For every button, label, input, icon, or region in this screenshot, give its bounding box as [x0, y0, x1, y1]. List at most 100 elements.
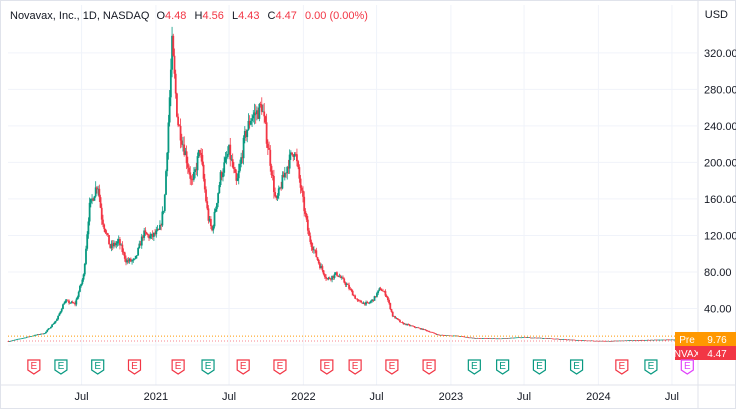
candle-body — [493, 338, 496, 339]
close-key: C — [267, 10, 276, 22]
y-tick-label[interactable]: 80.00 — [704, 267, 732, 279]
candle-body — [297, 161, 300, 168]
candle-body — [433, 332, 435, 334]
earnings-event-label[interactable]: E — [684, 361, 691, 372]
x-tick-label[interactable]: 2021 — [144, 391, 168, 403]
candle-body — [234, 169, 237, 173]
earnings-event-badge[interactable] — [127, 359, 142, 375]
candle-body — [178, 125, 181, 126]
candle-body — [319, 263, 321, 269]
candle-body — [431, 332, 434, 333]
earnings-event-badge[interactable] — [91, 359, 105, 375]
candle-body — [525, 337, 527, 338]
pre-market-value-label[interactable]: 9.76 — [707, 335, 727, 346]
candle-body — [640, 340, 643, 341]
earnings-event-badge[interactable] — [644, 359, 658, 375]
earnings-event-label[interactable]: E — [277, 361, 284, 372]
candle-body — [629, 340, 632, 341]
candle-body — [266, 143, 269, 148]
earnings-event-label[interactable]: E — [131, 361, 138, 372]
candle-body — [574, 339, 577, 341]
candle-body — [29, 336, 32, 337]
earnings-event-label[interactable]: E — [352, 361, 359, 372]
y-tick-label[interactable]: 280.00 — [704, 84, 736, 96]
earnings-event-label[interactable]: E — [175, 361, 182, 372]
earnings-event-badge[interactable] — [273, 359, 287, 375]
candle-body — [652, 340, 655, 341]
currency-label[interactable]: USD — [704, 9, 728, 21]
earnings-event-label[interactable]: E — [426, 361, 433, 372]
x-tick-label[interactable]: Jul — [517, 391, 531, 403]
earnings-event-badge[interactable] — [236, 359, 250, 375]
earnings-event-label[interactable]: E — [94, 361, 101, 372]
candle-body — [138, 243, 141, 248]
earnings-event-badge[interactable] — [467, 359, 481, 375]
high-value: 4.56 — [202, 10, 224, 22]
candle-body — [222, 172, 224, 178]
y-tick-label[interactable]: 200.00 — [704, 157, 736, 169]
earnings-event-badge[interactable] — [385, 359, 399, 375]
earnings-event-label[interactable]: E — [389, 361, 396, 372]
earnings-event-badge[interactable] — [532, 359, 546, 375]
earnings-event-label[interactable]: E — [58, 361, 65, 372]
y-tick-label[interactable]: 320.00 — [704, 48, 736, 60]
candle-body — [85, 248, 87, 264]
earnings-event-badge[interactable] — [680, 359, 694, 375]
y-tick-label[interactable]: 40.00 — [704, 304, 732, 316]
earnings-event-badge[interactable] — [422, 359, 436, 375]
x-tick-label[interactable]: 2022 — [291, 391, 315, 403]
x-tick-label[interactable]: 2023 — [439, 391, 463, 403]
candle-body — [182, 144, 184, 146]
earnings-event-label[interactable]: E — [240, 361, 247, 372]
earnings-event-label[interactable]: E — [536, 361, 543, 372]
earnings-event-label[interactable]: E — [31, 361, 38, 372]
earnings-event-badge[interactable] — [27, 359, 41, 375]
candle-body — [230, 159, 233, 160]
x-tick-label[interactable]: 2024 — [586, 391, 610, 403]
candle-body — [353, 295, 355, 297]
candle-body — [39, 334, 41, 335]
earnings-event-label[interactable]: E — [471, 361, 478, 372]
nvax-value-box[interactable] — [698, 346, 736, 360]
candle-body — [111, 243, 114, 247]
earnings-event-label[interactable]: E — [573, 361, 580, 372]
symbol-title[interactable]: Novavax, Inc., 1D, NASDAQ — [10, 10, 150, 22]
earnings-event-badge[interactable] — [320, 359, 334, 375]
earnings-event-label[interactable]: E — [324, 361, 331, 372]
earnings-event-badge[interactable] — [54, 359, 68, 375]
x-tick-label[interactable]: Jul — [222, 391, 236, 403]
candle-body — [83, 263, 86, 275]
candle-body — [268, 147, 270, 150]
y-tick-label[interactable]: 240.00 — [704, 121, 736, 133]
y-tick-label[interactable]: 120.00 — [704, 230, 736, 242]
candle-body — [365, 302, 367, 305]
x-tick-label[interactable]: Jul — [665, 391, 679, 403]
x-tick-label[interactable]: Jul — [75, 391, 89, 403]
earnings-event-label[interactable]: E — [499, 361, 506, 372]
candle-body — [572, 339, 575, 341]
candle-body — [663, 339, 666, 341]
candle-body — [280, 187, 283, 189]
earnings-event-badge[interactable] — [496, 359, 510, 375]
candle-body — [648, 340, 651, 341]
candle-body — [636, 340, 639, 341]
candle-body — [549, 338, 552, 339]
candle-body — [257, 110, 260, 119]
nvax-value-label[interactable]: 4.47 — [707, 349, 727, 360]
candle-body — [499, 338, 502, 340]
earnings-event-badge[interactable] — [615, 359, 629, 375]
earnings-event-label[interactable]: E — [619, 361, 626, 372]
earnings-event-badge[interactable] — [171, 359, 185, 375]
candle-body — [296, 154, 298, 162]
earnings-event-label[interactable]: E — [205, 361, 212, 372]
candle-body — [603, 341, 606, 342]
earnings-event-badge[interactable] — [348, 359, 362, 375]
x-tick-label[interactable]: Jul — [370, 391, 384, 403]
y-tick-label[interactable]: 160.00 — [704, 194, 736, 206]
candle-body — [36, 334, 39, 335]
pre-market-value-box[interactable] — [698, 332, 736, 346]
earnings-event-badge[interactable] — [201, 359, 215, 375]
earnings-event-badge[interactable] — [569, 359, 584, 375]
earnings-event-label[interactable]: E — [648, 361, 655, 372]
